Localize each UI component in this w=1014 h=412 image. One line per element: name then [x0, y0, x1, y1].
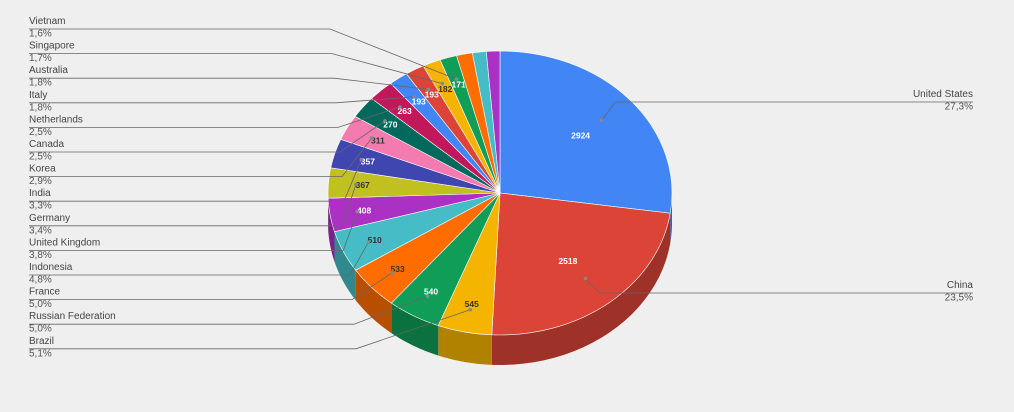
slice-percent-united-states: 27,3%: [945, 102, 973, 113]
slice-percent-united-kingdom: 3,8%: [29, 250, 52, 261]
leader-dot-vietnam: [454, 77, 459, 81]
value-label-korea: 311: [371, 136, 385, 146]
pie-side-brazil: [438, 325, 492, 365]
slice-name-korea: Korea: [29, 164, 56, 175]
value-label-united-kingdom: 408: [357, 206, 371, 216]
leader-dot-canada: [383, 119, 387, 123]
slice-percent-indonesia: 4,8%: [29, 275, 52, 286]
pie-side-russian-federation: [391, 303, 439, 356]
leader-line-canada: [29, 120, 386, 153]
leader-line-germany: [29, 184, 357, 227]
value-label-brazil: 545: [465, 299, 479, 309]
slice-name-china: China: [947, 280, 974, 291]
leader-dot-netherlands: [398, 105, 402, 109]
slice-name-germany: Germany: [29, 213, 70, 224]
slice-percent-singapore: 1,7%: [29, 53, 52, 64]
slice-name-france: France: [29, 287, 61, 298]
leader-line-russian-federation: [29, 295, 428, 325]
value-label-vietnam: 171: [452, 80, 466, 90]
slice-percent-canada: 2,5%: [29, 152, 52, 163]
slice-percent-netherlands: 2,5%: [29, 127, 52, 138]
leader-dot-singapore: [440, 81, 445, 86]
slice-percent-italy: 1,8%: [29, 102, 52, 113]
leader-line-china: [585, 278, 973, 294]
value-label-australia: 193: [425, 89, 439, 99]
slice-percent-russian-federation: 5,0%: [29, 324, 52, 335]
slice-name-united-kingdom: United Kingdom: [29, 237, 100, 248]
leader-dot-italy: [412, 95, 417, 99]
leader-dot-united-states: [599, 118, 604, 123]
slice-name-canada: Canada: [29, 139, 64, 150]
leader-line-singapore: [29, 53, 443, 84]
leader-dot-korea: [370, 136, 374, 140]
value-label-russian-federation: 540: [424, 286, 438, 296]
slice-name-indonesia: Indonesia: [29, 262, 73, 273]
leader-dot-australia: [426, 87, 431, 92]
value-label-indonesia: 510: [368, 235, 382, 245]
slice-percent-france: 5,0%: [29, 299, 52, 310]
leader-line-united-kingdom: [29, 211, 358, 251]
leader-dot-india: [359, 157, 364, 162]
leader-line-netherlands: [29, 106, 401, 128]
leader-dot-united-kingdom: [355, 209, 360, 214]
value-label-germany: 367: [356, 180, 370, 190]
slice-percent-korea: 2,9%: [29, 176, 52, 187]
slice-percent-vietnam: 1,6%: [29, 29, 52, 40]
slice-name-australia: Australia: [29, 65, 68, 76]
leader-dot-russian-federation: [425, 294, 430, 299]
slice-percent-brazil: 5,1%: [29, 348, 52, 359]
slice-percent-china: 23,5%: [945, 293, 973, 304]
value-label-france: 533: [391, 264, 405, 274]
value-label-canada: 270: [383, 119, 397, 129]
leader-dot-france: [390, 270, 395, 275]
leader-line-australia: [29, 77, 429, 90]
leader-line-united-states: [601, 101, 973, 121]
slice-name-vietnam: Vietnam: [29, 16, 66, 27]
leader-dot-brazil: [468, 307, 473, 312]
slice-name-singapore: Singapore: [29, 41, 75, 52]
leader-line-indonesia: [29, 242, 369, 276]
slice-percent-australia: 1,8%: [29, 78, 52, 89]
leader-line-vietnam: [29, 28, 457, 80]
pie-side-france: [355, 270, 392, 334]
leader-dot-indonesia: [366, 240, 371, 244]
value-label-italy: 193: [412, 96, 426, 106]
slice-name-india: India: [29, 188, 51, 199]
slice-name-united-states: United States: [913, 89, 973, 100]
pie-slice-china: [491, 192, 671, 336]
slice-name-netherlands: Netherlands: [29, 114, 83, 125]
slice-percent-india: 3,3%: [29, 201, 52, 212]
slice-name-italy: Italy: [29, 90, 47, 101]
pie-slice-unlabeled-18: [485, 50, 501, 194]
value-label-china: 2518: [558, 256, 577, 266]
pie-slice-united-states: [499, 50, 673, 214]
leader-dot-germany: [354, 182, 358, 187]
slice-name-russian-federation: Russian Federation: [29, 311, 116, 322]
leader-line-brazil: [29, 309, 471, 350]
leader-line-korea: [29, 137, 373, 178]
leader-dot-china: [583, 276, 588, 281]
slice-name-brazil: Brazil: [29, 336, 54, 347]
value-label-india: 357: [361, 156, 375, 166]
pie-side-china: [491, 213, 671, 365]
value-label-united-states: 2924: [571, 130, 590, 140]
leader-line-france: [29, 272, 393, 301]
value-label-singapore: 182: [438, 84, 452, 94]
pie-side-indonesia: [334, 231, 356, 301]
leader-line-india: [29, 159, 362, 202]
slice-percent-germany: 3,4%: [29, 225, 52, 236]
value-label-netherlands: 263: [398, 106, 412, 116]
leader-line-italy: [29, 96, 415, 104]
